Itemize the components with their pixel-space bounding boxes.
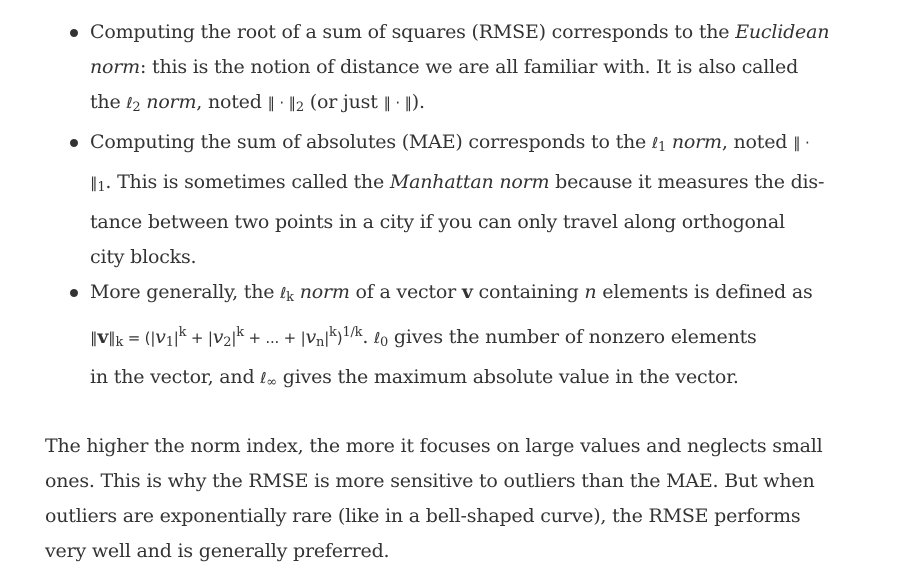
text-run: tance between two points in a city if yo… [90, 211, 785, 233]
text-run: : this is the notion of distance we are … [139, 56, 799, 78]
math-symbol: = (| [123, 329, 156, 347]
vector-symbol: v [461, 281, 473, 303]
text-run: gives the number of nonzero elements [388, 326, 757, 348]
math-symbol: ∥ · [793, 134, 810, 152]
superscript: k [236, 325, 244, 340]
bullet-item-euclidean: Computing the root of a sum of squares (… [70, 15, 835, 125]
bullet-line: Computing the root of a sum of squares (… [90, 15, 835, 50]
text-run: gives the maximum absolute value in the … [276, 366, 739, 388]
math-symbol: ℓ [651, 134, 658, 152]
math-symbol: ) [336, 329, 343, 347]
italic-term: v [305, 326, 316, 348]
document-body: Computing the root of a sum of squares (… [45, 15, 835, 569]
math-symbol: ℓ [126, 94, 133, 112]
math-symbol: ℓ [260, 369, 267, 387]
subscript: 2 [132, 100, 141, 115]
paragraph-line: outliers are exponentially rare (like in… [45, 505, 801, 527]
bullet-point-icon [70, 139, 78, 147]
norm-bullet-list: Computing the root of a sum of squares (… [45, 15, 835, 400]
superscript: 1/k [342, 325, 363, 340]
math-symbol: | [173, 329, 179, 347]
bullet-line: Computing the sum of absolutes (MAE) cor… [90, 125, 835, 165]
bullet-line: ∥v∥k = (|v1|k + |v2|k + ... + |vn|k)1/k.… [90, 315, 835, 360]
italic-term: norm [671, 131, 722, 153]
text-run: the [90, 91, 127, 113]
text-run: (or just [303, 91, 384, 113]
text-run: ). [411, 91, 425, 113]
math-symbol: ∥ [108, 329, 116, 347]
math-symbol: | [231, 329, 237, 347]
subscript: 2 [295, 100, 304, 115]
math-symbol: + | [186, 329, 213, 347]
bullet-line: More generally, the ℓk norm of a vector … [90, 275, 835, 315]
italic-term: n [584, 281, 597, 303]
text-run: containing [472, 281, 585, 303]
bullet-line: norm: this is the notion of distance we … [90, 50, 835, 85]
text-run: Computing the sum of absolutes (MAE) cor… [90, 131, 652, 153]
math-symbol: | [324, 329, 330, 347]
subscript: 1 [657, 140, 667, 155]
subscript: 1 [97, 180, 106, 195]
bullet-point-icon [70, 289, 78, 297]
paragraph-line: ones. This is why the RMSE is more sensi… [45, 470, 815, 492]
italic-term: norm [90, 56, 140, 78]
italic-term: norm [146, 91, 197, 113]
italic-term: v [155, 326, 166, 348]
bullet-point-icon [70, 29, 78, 37]
paragraph-line: very well and is generally preferred. [45, 540, 390, 562]
math-symbol: ∥ [90, 329, 98, 347]
bullet-item-lk-norm: More generally, the ℓk norm of a vector … [70, 275, 835, 400]
text-run: city blocks. [90, 246, 197, 268]
text-run: . [362, 326, 375, 348]
subscript: ∞ [266, 375, 277, 390]
text-run: elements is defined as [596, 281, 813, 303]
italic-term: Euclidean [735, 21, 830, 43]
bullet-line: in the vector, and ℓ∞ gives the maximum … [90, 360, 835, 400]
math-symbol: ∥ · ∥ [383, 94, 412, 112]
bullet-line: the ℓ2 norm, noted ∥ · ∥2 (or just ∥ · ∥… [90, 85, 835, 125]
math-symbol: ℓ [280, 284, 287, 302]
math-symbol: ℓ [374, 329, 381, 347]
math-symbol: ∥ · ∥ [267, 94, 297, 112]
superscript: k [178, 325, 187, 340]
subscript: k [115, 335, 124, 350]
text-run: in the vector, and [90, 366, 261, 388]
text-run: Computing the root of a sum of squares (… [90, 21, 736, 43]
subscript: 1 [165, 335, 174, 350]
conclusion-paragraph: The higher the norm index, the more it f… [45, 429, 835, 569]
text-run: , noted [196, 91, 268, 113]
paragraph-line: The higher the norm index, the more it f… [45, 435, 823, 457]
text-run: More generally, the [90, 281, 281, 303]
text-run: of a vector [349, 281, 462, 303]
math-symbol: + ... + | [243, 329, 306, 347]
bullet-line: tance between two points in a city if yo… [90, 205, 835, 240]
bullet-line: city blocks. [90, 240, 835, 275]
text-run: because it measures the dis- [549, 171, 825, 193]
subscript: n [316, 335, 325, 350]
bullet-line: ∥1. This is sometimes called the Manhatt… [90, 165, 835, 205]
subscript: k [286, 290, 294, 305]
superscript: k [329, 325, 337, 340]
vector-symbol: v [97, 326, 109, 348]
italic-term: Manhattan norm [389, 171, 550, 193]
subscript: 2 [223, 335, 232, 350]
italic-term: v [212, 326, 224, 348]
bullet-item-manhattan: Computing the sum of absolutes (MAE) cor… [70, 125, 835, 275]
text-run: , noted [721, 131, 794, 153]
italic-term: norm [299, 281, 350, 303]
subscript: 0 [380, 335, 389, 350]
text-run: . This is sometimes called the [105, 171, 390, 193]
math-symbol: ∥ [90, 174, 98, 192]
